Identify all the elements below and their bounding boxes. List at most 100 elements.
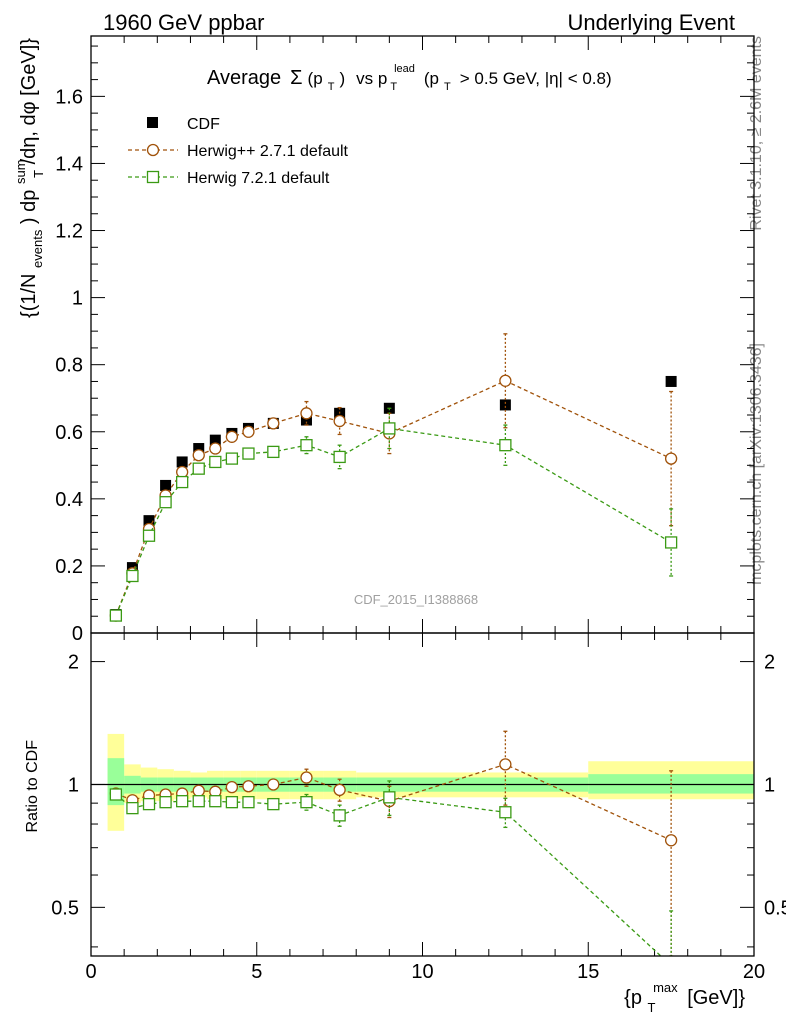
ratio-herwig7-point (159, 796, 172, 809)
herwig7-point (267, 445, 280, 459)
x-tick-label: 0 (85, 961, 96, 983)
ratio-tick-label-right: 1 (764, 774, 775, 796)
y-tick-label: 0.6 (55, 422, 83, 444)
herwig7-point (300, 439, 313, 452)
ratio-herwig7-point (300, 796, 313, 809)
herwig7-point (209, 455, 222, 469)
ratio-herwig7-point (126, 801, 139, 815)
ratio-herwig7-point (333, 809, 346, 822)
y-tick-label: 0.4 (55, 489, 83, 511)
herwig7-point (225, 452, 239, 465)
herwigpp-point (192, 449, 205, 462)
herwig7-point (383, 422, 396, 435)
ratio-tick-label-left: 2 (68, 652, 79, 674)
ratio-herwig7-point (209, 795, 222, 808)
herwig7-point (176, 475, 189, 489)
ratio-herwig7-point (109, 788, 123, 801)
herwigpp-point (225, 430, 239, 443)
ratio-herwigpp-point (267, 778, 280, 791)
herwig7-point (333, 450, 346, 464)
cdf-point (143, 515, 155, 527)
y-tick-label: 1.4 (55, 153, 83, 175)
ratio-tick-label-left: 1 (68, 774, 79, 796)
ratio-herwigpp-point (242, 780, 255, 793)
ratio-herwigpp-point (192, 784, 205, 797)
ratio-herwig7-line (115, 793, 662, 956)
x-tick-label: 5 (251, 961, 262, 983)
y-tick-label: 1.6 (55, 86, 83, 108)
header-left: 1960 GeV ppbar (103, 10, 264, 35)
cdf-point (193, 443, 205, 455)
ratio-tick-label-right: 2 (764, 652, 775, 674)
ratio-uncertainty-bands (91, 733, 754, 831)
herwigpp-point (333, 414, 346, 428)
ratio-herwigpp-point (664, 834, 678, 847)
y-tick-label: 0 (72, 623, 83, 645)
herwigpp-point (176, 465, 189, 479)
ratio-herwig7-point (192, 795, 205, 808)
herwig7-point (192, 462, 205, 475)
x-tick-label: 20 (743, 961, 765, 983)
plot-title: Average Σ (p T ) vs p T lead (p T > 0.5 … (207, 56, 612, 94)
ratio-herwig7-point (242, 796, 255, 809)
herwigpp-point (664, 452, 678, 465)
analysis-watermark: CDF_2015_I1388868 (354, 592, 478, 607)
y-tick-label: 0.2 (55, 556, 83, 578)
herwigpp-line (115, 380, 672, 616)
ratio-panel-series (109, 730, 678, 971)
header-right: Underlying Event (567, 10, 735, 35)
herwigpp-point (267, 417, 280, 430)
x-tick-label: 10 (411, 961, 433, 983)
ratio-herwigpp-point (499, 758, 512, 771)
axes: 0 5 10 15 20 0 0.2 0.4 0.6 0.8 1 1.2 1.4 1.6 0.5 0.5 1 1 2… (51, 36, 786, 983)
ratio-herwig7-point (383, 791, 396, 804)
main-panel-series (109, 333, 678, 622)
ratio-plot-frame (90, 632, 755, 957)
herwigpp-point (209, 442, 222, 455)
cdf-point (209, 434, 221, 446)
legend: CDF Herwig++ 2.7.1 default Herwig 7.2.1 … (128, 116, 349, 187)
herwigpp-point (300, 407, 313, 420)
legend-label-herwigpp: Herwig++ 2.7.1 default (187, 143, 349, 160)
ratio-herwig7-point (499, 806, 512, 819)
y-tick-label: 1.2 (55, 221, 83, 243)
x-axis-label: {p T max [GeV]} (624, 975, 745, 1017)
ratio-tick-label-left: 0.5 (51, 897, 79, 919)
ratio-herwigpp-point (333, 783, 346, 797)
cdf-point (499, 399, 511, 411)
ratio-herwig7-point (225, 796, 239, 809)
y-tick-label: 0.8 (55, 355, 83, 377)
ratio-tick-label-right: 0.5 (764, 897, 786, 919)
ratio-herwig7-point (142, 797, 156, 811)
herwigpp-point (242, 425, 255, 438)
herwig7-point (242, 447, 255, 460)
y-axis-label-main: {(1/N events ) dp sum T /dη, dφ [GeV]} (8, 38, 48, 318)
herwig7-point (109, 609, 123, 622)
ratio-herwig7-point (267, 797, 280, 811)
ratio-herwig7-point (176, 795, 189, 808)
y-axis-label-ratio: Ratio to CDF (24, 740, 41, 833)
legend-marker-cdf (147, 117, 158, 128)
legend-marker-herwigpp (146, 143, 160, 157)
herwig7-point (499, 439, 512, 452)
herwig7-point (126, 569, 139, 583)
ratio-herwigpp-point (225, 780, 239, 794)
y-tick-label: 1 (72, 288, 83, 310)
data-series (109, 333, 678, 971)
cdf-point (176, 456, 188, 468)
ratio-herwig7-point (666, 960, 677, 971)
rivet-label: Rivet 3.1.10, ≥ 2.6M events (748, 36, 765, 231)
herwig7-point (159, 496, 172, 509)
legend-label-herwig7: Herwig 7.2.1 default (187, 170, 330, 187)
cdf-point (300, 414, 312, 426)
herwig7-point (142, 529, 156, 542)
cdf-point (665, 375, 677, 387)
legend-label-cdf: CDF (187, 116, 220, 133)
herwig7-point (664, 536, 678, 549)
cdf-point (160, 479, 172, 491)
mcplots-label: mcplots.cern.ch [arXiv:1306.3436] (748, 343, 765, 585)
x-tick-label: 15 (577, 961, 599, 983)
herwigpp-point (499, 374, 512, 387)
legend-marker-herwig7 (146, 170, 160, 184)
